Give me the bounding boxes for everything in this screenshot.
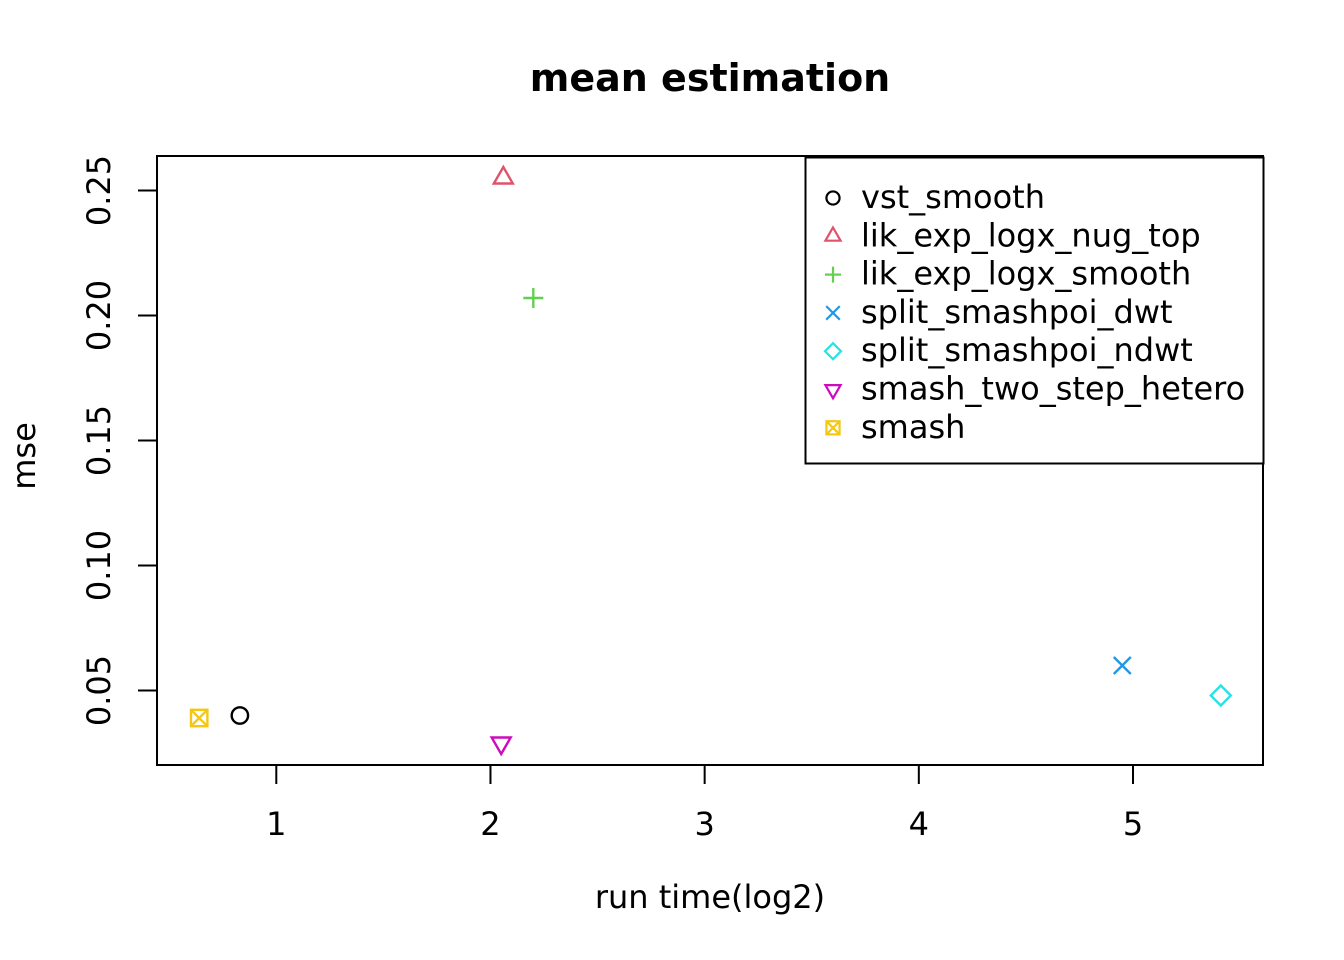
data-point-lik_exp_logx_smooth: [523, 288, 544, 308]
x-tick-label: 5: [1123, 805, 1143, 843]
square-x-marker-shape: [190, 708, 209, 728]
square-x-marker-shape: [825, 420, 841, 436]
legend-marker-icon: [825, 420, 841, 436]
y-tick-label: 0.05: [80, 655, 118, 726]
legend-marker-icon: [825, 190, 841, 206]
legend-label: lik_exp_logx_smooth: [861, 255, 1191, 293]
data-point-lik_exp_logx_nug_top: [491, 164, 515, 185]
legend-label: split_smashpoi_ndwt: [861, 331, 1193, 369]
legend-label: vst_smooth: [861, 178, 1045, 216]
data-point-vst_smooth: [230, 706, 250, 725]
y-tick-label: 0.15: [80, 405, 118, 476]
x-tick-label: 4: [909, 805, 929, 843]
diamond-marker-shape: [1209, 683, 1233, 708]
legend-marker-icon: [825, 266, 841, 283]
triangle-up-marker-shape: [491, 164, 515, 185]
legend-label: smash_two_step_hetero: [861, 370, 1245, 408]
legend-marker-icon: [825, 305, 841, 321]
y-axis-label: mse: [5, 422, 43, 490]
triangle-down-marker-shape: [489, 736, 513, 757]
y-tick-label: 0.25: [80, 155, 118, 226]
x-tick-label: 2: [480, 805, 500, 843]
data-point-split_smashpoi_ndwt: [1209, 683, 1233, 708]
diamond-marker-shape: [823, 341, 843, 361]
legend-box: [804, 156, 1265, 465]
square-x-marker-shape: [825, 420, 841, 436]
square-x-marker-shape: [189, 708, 209, 728]
x-tick-label: 1: [266, 805, 286, 843]
triangle-down-marker-shape: [823, 383, 843, 401]
legend-label: lik_exp_logx_nug_top: [861, 216, 1201, 254]
x-marker-shape: [825, 305, 841, 321]
data-point-smash_two_step_hetero: [489, 736, 513, 757]
data-point-split_smashpoi_dwt: [1112, 656, 1132, 675]
x-tick-label: 3: [694, 805, 714, 843]
x-axis-label: run time(log2): [594, 878, 826, 916]
legend-label: smash: [861, 408, 965, 446]
triangle-up-marker-shape: [823, 225, 843, 242]
legend-label: split_smashpoi_dwt: [861, 293, 1173, 331]
y-tick-label: 0.20: [80, 280, 118, 351]
y-tick-label: 0.10: [80, 530, 118, 601]
legend-marker-icon: [823, 341, 843, 361]
chart-title: mean estimation: [529, 56, 891, 100]
circle-marker-shape: [825, 190, 841, 206]
circle-marker-shape: [230, 706, 250, 725]
x-marker-shape: [1112, 656, 1132, 675]
data-point-smash: [189, 708, 209, 728]
legend-marker-icon: [823, 225, 843, 242]
legend-marker-icon: [823, 383, 843, 401]
